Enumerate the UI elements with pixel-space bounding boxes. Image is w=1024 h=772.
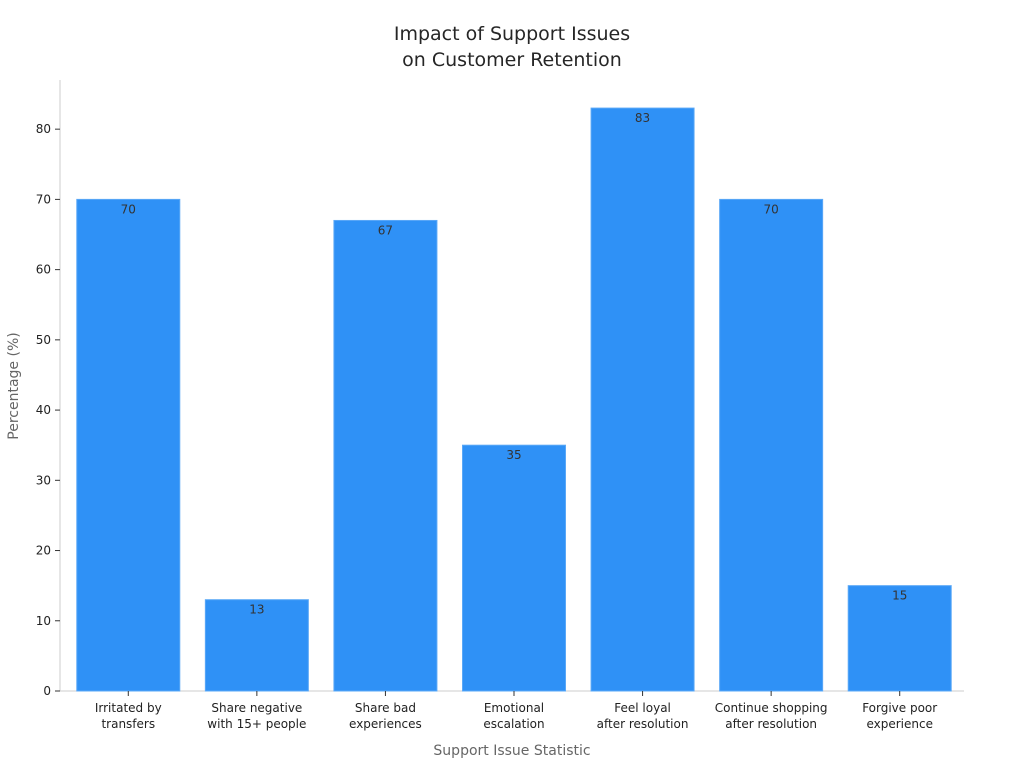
bar xyxy=(590,107,695,692)
x-tick-label: with 15+ people xyxy=(207,717,306,731)
x-axis-label: Support Issue Statistic xyxy=(433,743,590,759)
y-tick-label: 50 xyxy=(36,333,51,347)
chart-title-line: on Customer Retention xyxy=(402,49,622,71)
bar xyxy=(719,198,824,692)
bar-value-label: 70 xyxy=(764,202,779,216)
x-tick-label: Share bad xyxy=(355,701,416,715)
x-tick-label: Share negative xyxy=(211,701,302,715)
bar xyxy=(333,219,438,692)
chart-title-line: Impact of Support Issues xyxy=(394,23,630,45)
bar-value-label: 67 xyxy=(378,223,393,237)
x-tick-label: Forgive poor xyxy=(862,701,937,715)
y-tick-label: 60 xyxy=(36,263,51,277)
bar-value-label: 13 xyxy=(249,603,264,617)
bar xyxy=(204,599,309,692)
x-tick-label: Continue shopping xyxy=(715,701,828,715)
y-tick-label: 40 xyxy=(36,403,51,417)
x-tick-label: Feel loyal xyxy=(614,701,671,715)
y-tick-labels: 0 10 20 30 40 50 60 70 80 xyxy=(36,122,60,698)
y-tick-label: 30 xyxy=(36,473,51,487)
x-tick-label: transfers xyxy=(101,717,155,731)
bar-value-label: 35 xyxy=(506,448,521,462)
bars xyxy=(76,107,952,692)
x-tick-labels: Irritated by transfers Share negative with … xyxy=(95,691,937,731)
y-tick-label: 70 xyxy=(36,192,51,206)
y-tick-label: 0 xyxy=(43,684,51,698)
x-tick-label: experiences xyxy=(349,717,422,731)
bar xyxy=(462,444,566,692)
x-tick-label: after resolution xyxy=(725,717,817,731)
bar xyxy=(76,198,181,692)
x-tick-label: escalation xyxy=(483,717,544,731)
y-tick-label: 80 xyxy=(36,122,51,136)
bar-value-label: 70 xyxy=(121,202,136,216)
bar-value-label: 15 xyxy=(892,589,907,603)
y-tick-label: 10 xyxy=(36,614,51,628)
bar xyxy=(847,585,952,692)
x-tick-label: Irritated by xyxy=(95,701,162,715)
x-tick-label: experience xyxy=(866,717,933,731)
x-tick-label: Emotional xyxy=(484,701,544,715)
x-tick-label: after resolution xyxy=(597,717,689,731)
y-tick-label: 20 xyxy=(36,544,51,558)
bar-value-label: 83 xyxy=(635,111,650,125)
y-axis-label: Percentage (%) xyxy=(6,332,22,439)
chart-title: Impact of Support Issues on Customer Rete… xyxy=(394,23,630,71)
data-labels: 70 13 67 35 83 70 15 xyxy=(121,111,908,617)
